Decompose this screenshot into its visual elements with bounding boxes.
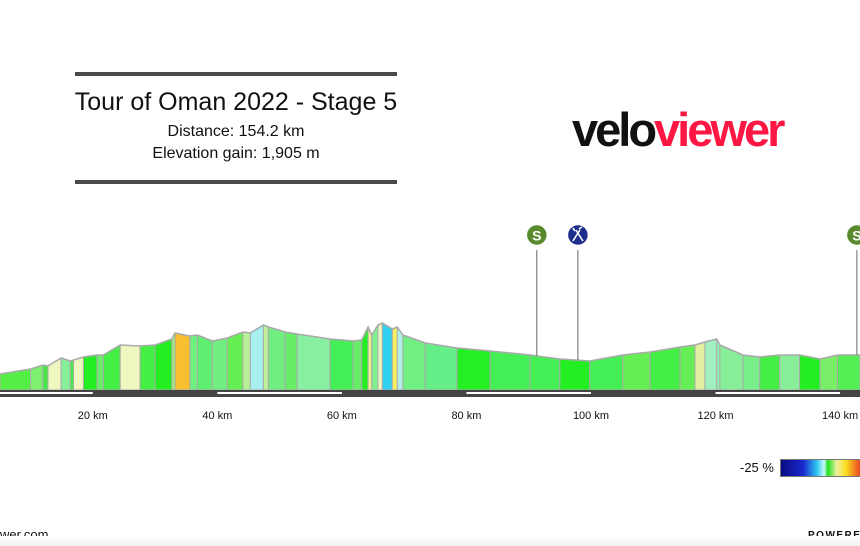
profile-segment (72, 356, 84, 391)
x-tick-label: 80 km (451, 410, 481, 422)
profile-segment (819, 354, 839, 391)
profile-segment (391, 326, 398, 391)
x-tick-label: 100 km (573, 410, 609, 422)
profile-segment (367, 326, 373, 391)
profile-segment (211, 337, 228, 391)
profile-segment (60, 357, 71, 391)
profile-segment (196, 334, 213, 391)
profile-segment (96, 354, 104, 391)
profile-segment (396, 325, 404, 391)
profile-segment (779, 354, 801, 391)
profile-segment (242, 331, 251, 391)
gradient-legend-bar (780, 459, 860, 477)
stage-title: Tour of Oman 2022 - Stage 5 (74, 88, 398, 116)
elevation-gain-label: Elevation gain: 1,905 m (152, 145, 320, 162)
logo-velo: velo (572, 103, 657, 156)
header-bottom-rule (75, 180, 397, 184)
profile-segment (704, 338, 718, 391)
profile-segment (377, 322, 383, 391)
legend-min-label: -25 % (740, 460, 774, 475)
axis-stripe (217, 392, 342, 394)
axis-stripe (0, 392, 93, 394)
profile-segment (529, 354, 561, 391)
fork-knife-icon (572, 226, 584, 242)
profile-segment (424, 342, 458, 391)
x-tick-label: 40 km (202, 410, 232, 422)
distance-label: Distance: 154.2 km (167, 123, 305, 140)
elevation-profile-chart: 20 km 40 km 60 km 80 km 100 km 120 km 140 km S S (0, 223, 860, 422)
sprint-icon: S (532, 228, 541, 244)
profile-segment (139, 344, 156, 391)
profile-segment (154, 338, 173, 391)
x-tick-label: 140 km (822, 410, 858, 422)
profile-segment (174, 332, 191, 391)
profile-segment (189, 334, 198, 391)
profile-segment (837, 354, 860, 391)
footer-fade (0, 536, 860, 546)
profile-segment (267, 326, 286, 391)
profile-segment (226, 331, 244, 391)
profile-segment (329, 338, 354, 391)
profile-segment (742, 354, 761, 391)
profile-segment (262, 324, 269, 391)
profile-segment (102, 344, 121, 391)
x-tick-label: 60 km (327, 410, 357, 422)
sprint-marker (845, 223, 860, 247)
veloviewer-logo: veloviewer (572, 102, 785, 157)
sprint-marker (525, 223, 549, 247)
axis-stripe (715, 392, 841, 394)
profile-segment (679, 344, 696, 391)
powered-by-label: POWERED (808, 530, 860, 541)
profile-segment (489, 350, 531, 391)
profile-segment (402, 334, 426, 391)
profile-segment (284, 331, 298, 391)
x-tick-label: 120 km (697, 410, 733, 422)
sprint-icon: S (852, 228, 860, 244)
profile-segment (352, 339, 363, 391)
profile-segment (82, 354, 98, 391)
profile-segment (456, 347, 491, 391)
profile-segment (559, 358, 591, 391)
profile-segment (249, 324, 264, 391)
profile-segment (719, 344, 744, 391)
distance-axis-bar (0, 390, 860, 397)
x-tick-label: 20 km (78, 410, 108, 422)
profile-segment (759, 354, 781, 391)
profile-segment (119, 344, 141, 391)
profile-segment (694, 341, 706, 391)
axis-stripe (466, 392, 591, 394)
profile-segment (42, 364, 49, 391)
profile-segment (799, 354, 821, 391)
header-top-rule (75, 72, 397, 76)
profile-segment (649, 346, 681, 391)
logo-viewer: viewer (654, 103, 785, 156)
profile-segment (622, 351, 651, 391)
profile-segment (296, 333, 331, 391)
profile-segment (381, 322, 393, 391)
profile-outline (0, 322, 860, 375)
feed-marker (566, 223, 590, 247)
